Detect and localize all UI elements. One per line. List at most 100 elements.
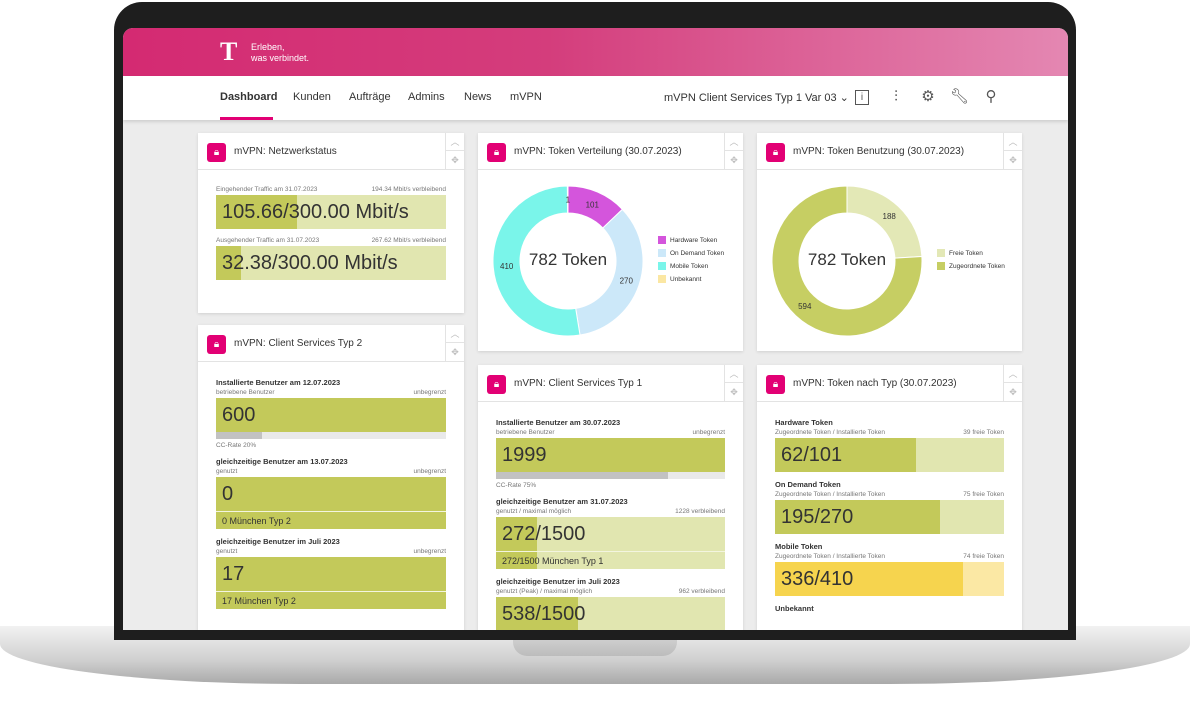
card-controls: ︿ ✥ — [1003, 133, 1022, 170]
wrench-icon[interactable]: 🔧︎ — [950, 88, 970, 105]
nav-admins[interactable]: Admins — [408, 91, 445, 103]
metric-value: 17 — [222, 563, 245, 585]
metric-sub-bar: 272/1500 München Typ 1 — [496, 551, 725, 569]
collapse-icon[interactable]: ︿ — [725, 365, 743, 383]
slogan-line-1: Erleben, — [251, 42, 285, 52]
cc-rate-label: CC-Rate 20% — [216, 442, 257, 449]
metric-remaining: unbegrenzt — [413, 389, 446, 396]
vpn-lock-icon: 🔒︎ — [207, 335, 226, 354]
donut-slice-mobile-token[interactable] — [492, 185, 581, 337]
metric-sub-bar: 17 München Typ 2 — [216, 591, 446, 609]
sliders-icon[interactable]: ⫶ — [894, 88, 898, 105]
metric-bar-fill — [775, 562, 963, 596]
metric-title: Mobile Token — [775, 542, 823, 551]
metric-sub-fill — [216, 592, 446, 609]
metric-remaining: 75 freie Token — [963, 491, 1004, 498]
metric-bar-fill — [216, 195, 297, 229]
legend-item[interactable]: Zugeordnete Token — [937, 262, 1005, 270]
card-header: 🔒︎ mVPN: Token Benutzung (30.07.2023) ︿ ✥ — [757, 133, 1022, 170]
metric-block: gleichzeitige Benutzer im Juli 2023 genut… — [216, 537, 446, 609]
metric-title: gleichzeitige Benutzer im Juli 2023 — [216, 537, 340, 546]
move-handle-icon[interactable]: ✥ — [1009, 387, 1017, 397]
metric-bar: 1999 — [496, 438, 725, 472]
user-icon[interactable]: ⚲ — [985, 88, 997, 105]
nav-kunden[interactable]: Kunden — [293, 91, 331, 103]
info-icon[interactable]: i — [855, 90, 869, 105]
metric-label: Zugeordnete Token / Installierte Token — [775, 429, 885, 436]
nav-dashboard[interactable]: Dashboard — [220, 91, 278, 103]
donut-slice-zugeordnete-token[interactable] — [771, 185, 923, 337]
card-title: mVPN: Token nach Typ (30.07.2023) — [793, 378, 957, 389]
card-body: Hardware Token Zugeordnete Token / Instal… — [757, 402, 1022, 613]
collapse-icon[interactable]: ︿ — [1004, 365, 1022, 383]
metric-title: gleichzeitige Benutzer am 31.07.2023 — [496, 497, 628, 506]
nav-mvpn[interactable]: mVPN — [510, 91, 542, 103]
legend-item[interactable]: Freie Token — [937, 249, 1005, 257]
card-header: 🔒︎ mVPN: Client Services Typ 2 ︿ ✥ — [198, 325, 464, 362]
slice-value-label: 594 — [798, 302, 812, 311]
chart-legend: Freie Token Zugeordnete Token — [937, 249, 1005, 275]
card-token-verteilung: 🔒︎ mVPN: Token Verteilung (30.07.2023) ︿ ✥ 1… — [478, 133, 743, 351]
collapse-icon[interactable]: ︿ — [446, 325, 464, 343]
gear-icon[interactable]: ⚙ — [921, 88, 935, 105]
card-client-services-typ1: 🔒︎ mVPN: Client Services Typ 1 ︿ ✥ Installie… — [478, 365, 743, 630]
telekom-logo[interactable]: T — [220, 37, 238, 66]
legend-item[interactable]: Hardware Token — [658, 236, 724, 244]
metric-remaining: 39 freie Token — [963, 429, 1004, 436]
metric-label: Ausgehender Traffic am 31.07.2023 — [216, 237, 320, 244]
metric-title: gleichzeitige Benutzer im Juli 2023 — [496, 577, 620, 586]
metric-bar-fill — [216, 477, 446, 511]
vpn-lock-icon: 🔒︎ — [487, 143, 506, 162]
metric-value: 195/270 — [781, 506, 854, 528]
cc-rate-label: CC-Rate 75% — [496, 482, 537, 489]
slogan: Erleben, was verbindet. — [251, 42, 309, 64]
slice-value-label: 1 — [566, 196, 571, 205]
legend-item[interactable]: Unbekannt — [658, 275, 724, 283]
move-handle-icon[interactable]: ✥ — [1009, 155, 1017, 165]
legend-item[interactable]: On Demand Token — [658, 249, 724, 257]
metric-sub-value: 17 München Typ 2 — [222, 596, 296, 606]
collapse-icon[interactable]: ︿ — [1004, 133, 1022, 151]
collapse-icon[interactable]: ︿ — [446, 133, 464, 151]
screen: T Erleben, was verbindet. Dashboard Kunde… — [123, 28, 1068, 630]
move-handle-icon[interactable]: ✥ — [730, 155, 738, 165]
metric-bar: 272/1500 — [496, 517, 725, 551]
nav-auftraege[interactable]: Aufträge — [349, 91, 391, 103]
legend-label: Mobile Token — [670, 262, 709, 270]
metric-label: betriebene Benutzer — [496, 429, 555, 436]
donut-slice-on-demand-token[interactable] — [575, 208, 644, 336]
service-selector[interactable]: mVPN Client Services Typ 1 Var 03 ⌄ — [664, 91, 849, 104]
metric-value: 32.38/300.00 Mbit/s — [222, 252, 398, 274]
metric-bar-fill — [216, 557, 446, 591]
metric-remaining: 1228 verbleibend — [675, 508, 725, 515]
metric-bar-fill — [216, 246, 241, 280]
metric-remaining: unbegrenzt — [692, 429, 725, 436]
move-handle-icon[interactable]: ✥ — [451, 155, 459, 165]
metric-title: gleichzeitige Benutzer am 13.07.2023 — [216, 457, 348, 466]
card-token-benutzung: 🔒︎ mVPN: Token Benutzung (30.07.2023) ︿ ✥ 18… — [757, 133, 1022, 351]
legend-label: Hardware Token — [670, 236, 718, 244]
metric-bar-fill — [775, 438, 916, 472]
metric-block: Mobile Token Zugeordnete Token / Installi… — [775, 542, 1004, 596]
metric-label: genutzt / maximal möglich — [496, 508, 572, 515]
metric-label: genutzt — [216, 548, 238, 555]
metric-block: Unbekannt — [775, 604, 1004, 613]
card-client-services-typ2: 🔒︎ mVPN: Client Services Typ 2 ︿ ✥ Installie… — [198, 325, 464, 630]
legend-swatch — [658, 249, 666, 257]
metric-remaining: 267.62 Mbit/s verbleibend — [371, 237, 446, 244]
slogan-line-2: was verbindet. — [251, 53, 310, 63]
card-header: 🔒︎ mVPN: Client Services Typ 1 ︿ ✥ — [478, 365, 743, 402]
collapse-icon[interactable]: ︿ — [725, 133, 743, 151]
donut-slice-unbekannt[interactable] — [566, 185, 569, 214]
move-handle-icon[interactable]: ✥ — [451, 347, 459, 357]
legend-item[interactable]: Mobile Token — [658, 262, 724, 270]
chart-legend: Hardware Token On Demand Token Mobile Toke… — [658, 236, 724, 288]
metric-bar-fill — [775, 500, 941, 534]
slice-value-label: 188 — [883, 212, 897, 221]
metric-remaining: 194.34 Mbit/s verbleibend — [371, 186, 446, 193]
donut-slice-freie-token[interactable] — [846, 185, 923, 259]
card-controls: ︿ ✥ — [724, 365, 743, 402]
move-handle-icon[interactable]: ✥ — [730, 387, 738, 397]
slice-value-label: 410 — [500, 262, 514, 271]
nav-news[interactable]: News — [464, 91, 492, 103]
